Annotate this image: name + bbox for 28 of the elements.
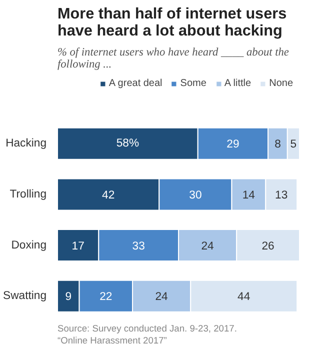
- data-label: 30: [189, 189, 202, 202]
- data-label: 9: [65, 291, 72, 304]
- y-tick-label: Hacking: [6, 138, 47, 150]
- data-label: 17: [72, 240, 84, 252]
- legend-label: Some: [180, 78, 206, 89]
- data-label: 22: [100, 291, 112, 304]
- legend-label: A great deal: [108, 78, 162, 89]
- data-label: 44: [238, 291, 250, 304]
- chart-subtitle: % of internet users who have heard ____ about the following ...: [58, 46, 289, 70]
- chart-title: More than half of internet users have heard a lot about hacking: [58, 6, 287, 40]
- legend-label: None: [269, 78, 293, 89]
- data-label: 24: [201, 240, 214, 252]
- data-label: 58%: [116, 138, 140, 150]
- legend-label: A little: [224, 78, 252, 89]
- data-label: 8: [274, 138, 281, 151]
- data-label: 42: [102, 189, 115, 202]
- data-label: 33: [132, 240, 145, 252]
- y-tick-label: Trolling: [10, 188, 47, 200]
- data-label: 26: [262, 240, 274, 252]
- text: “Online Harassment 2017”: [58, 336, 167, 346]
- data-label: 29: [226, 138, 240, 151]
- data-label: 14: [242, 189, 255, 202]
- y-tick-label: Swatting: [3, 290, 47, 302]
- data-label: 13: [275, 189, 288, 202]
- y-tick-label: Doxing: [11, 239, 47, 252]
- data-label: 24: [155, 291, 168, 304]
- data-label: 5: [290, 138, 297, 151]
- source-note: Source: Survey conducted Jan. 9-23, 2017.: [58, 324, 237, 334]
